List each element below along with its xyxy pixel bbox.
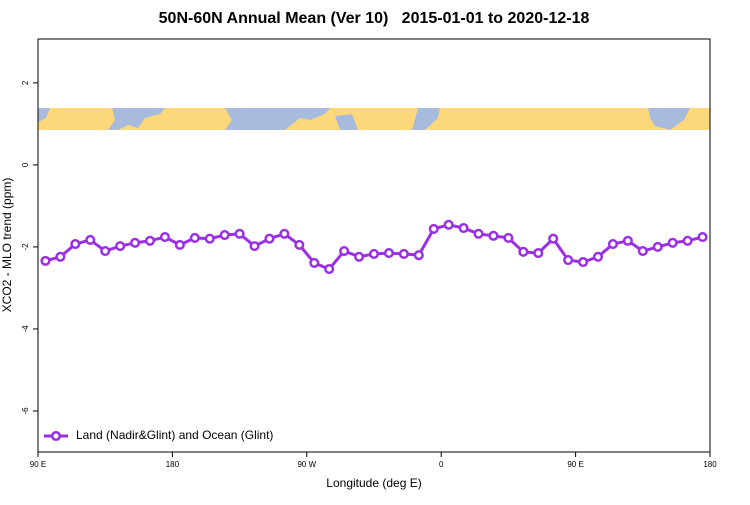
plot-frame [37, 38, 711, 453]
data-point [309, 257, 320, 268]
data-point [279, 228, 290, 239]
y-tick-label: 2 [21, 80, 30, 85]
map-water [648, 108, 690, 130]
data-point [652, 241, 663, 252]
map-land [38, 108, 710, 130]
x-tick-label: 0 [439, 460, 444, 469]
data-point [697, 232, 708, 243]
data-point [174, 239, 185, 250]
data-point [40, 255, 51, 266]
data-point [85, 234, 96, 246]
x-tick-label: 90 E [30, 460, 46, 469]
data-point [667, 237, 678, 248]
chart-title: 50N-60N Annual Mean (Ver 10) 2015-01-01 … [159, 10, 590, 27]
legend-label: Land (Nadir&Glint) and Ocean (Glint) [76, 428, 273, 442]
data-point [249, 241, 260, 252]
data-point [189, 232, 200, 243]
data-point [144, 235, 156, 246]
x-tick-label: 180 [703, 460, 717, 469]
data-point [324, 264, 335, 275]
data-point [428, 223, 439, 234]
data-point [339, 245, 350, 257]
data-point [637, 245, 648, 257]
data-point [264, 233, 275, 244]
data-point [488, 230, 499, 241]
data-point [115, 241, 126, 252]
data-point [443, 219, 454, 230]
data-line [45, 223, 703, 271]
data-point [383, 248, 394, 259]
x-tick-label: 90 W [297, 460, 316, 469]
data-point [518, 246, 529, 257]
x-tick-label: 90 E [567, 460, 583, 469]
data-point [398, 248, 409, 259]
data-point [413, 250, 424, 261]
data-point [219, 229, 230, 241]
map-water [335, 114, 358, 130]
map-water [108, 108, 165, 130]
x-axis-label: Longitude (deg E) [326, 476, 421, 490]
y-tick-label: -2 [21, 243, 30, 251]
data-point [592, 251, 604, 262]
data-point [622, 235, 633, 246]
data-point [204, 233, 215, 244]
data-point [70, 239, 81, 250]
map-water [412, 108, 440, 130]
data-point [473, 228, 484, 239]
map-water [38, 108, 50, 122]
data-point [607, 239, 618, 250]
data-point [159, 232, 170, 243]
data-point [548, 233, 559, 244]
data-point [354, 251, 365, 262]
data-point [533, 248, 544, 259]
data-point [458, 223, 469, 234]
data-point [563, 255, 574, 266]
data-point [503, 232, 514, 243]
data-point [578, 257, 589, 268]
y-tick-label: 0 [21, 162, 30, 167]
map-water [225, 108, 330, 130]
data-point [234, 228, 245, 239]
legend-marker [50, 430, 62, 442]
data-point [100, 245, 111, 257]
data-point [294, 239, 305, 250]
data-point [130, 237, 141, 248]
data-point [682, 235, 693, 246]
y-tick-label: -4 [21, 325, 30, 333]
y-axis-label: XCO2 - MLO trend (ppm) [0, 178, 14, 313]
data-point [55, 251, 66, 262]
map-band [38, 108, 710, 130]
data-point [368, 248, 380, 259]
x-tick-label: 180 [166, 460, 180, 469]
y-tick-label: -6 [21, 407, 30, 415]
